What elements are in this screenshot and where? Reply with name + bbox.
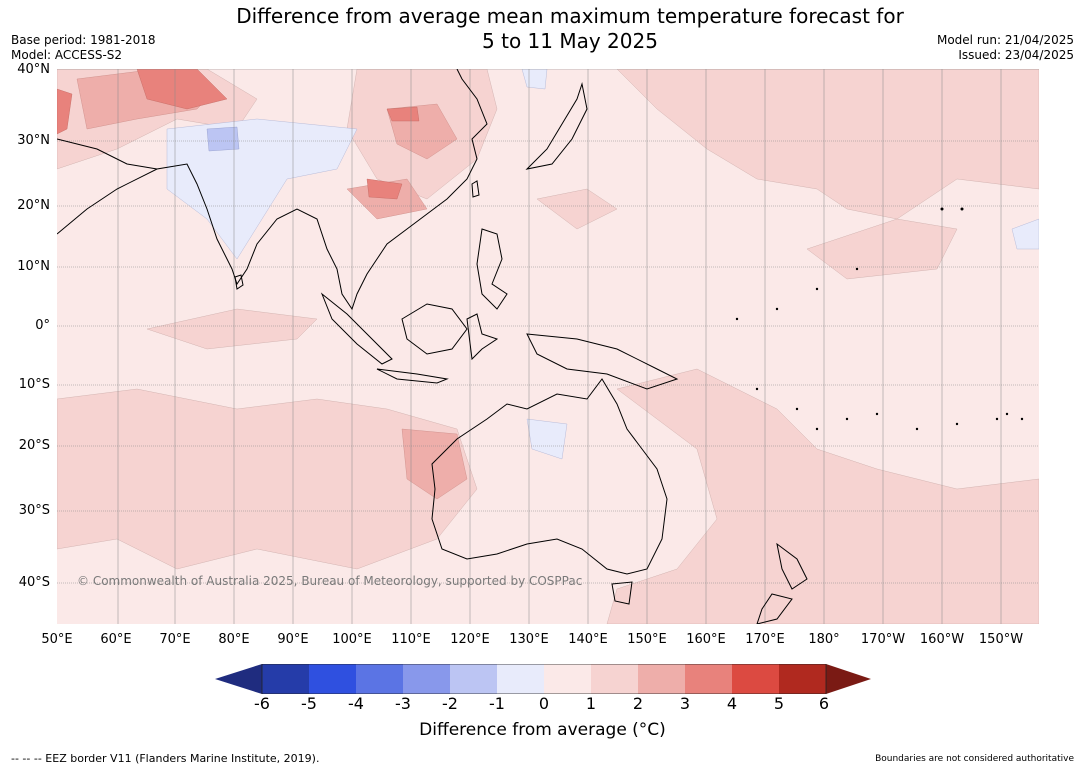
colorbar-tick: 3 [679, 694, 691, 713]
lon-label: 150°E [627, 632, 667, 647]
lon-label: 140°E [568, 632, 608, 647]
lat-label: 30°N [17, 133, 50, 148]
lon-label: 130°E [509, 632, 549, 647]
lon-label: 120°E [450, 632, 490, 647]
lat-label: 10°S [18, 377, 50, 392]
colorbar-tick: -1 [489, 694, 505, 713]
colorbar-tick: 5 [773, 694, 785, 713]
lon-label: 70°E [159, 632, 191, 647]
colorbar-segment [403, 664, 450, 694]
colorbar-segment [356, 664, 403, 694]
lon-label: 110°E [391, 632, 431, 647]
lat-label: 20°S [18, 438, 50, 453]
colorbar-segment [732, 664, 779, 694]
lon-label: 160°E [686, 632, 726, 647]
colorbar-tick: 4 [726, 694, 738, 713]
colorbar-tick: 6 [818, 694, 830, 713]
lon-label: 160°W [919, 632, 965, 647]
pacific-islands [735, 207, 1024, 431]
lat-label: 0° [35, 318, 50, 333]
anomaly-minus2-minus1-region [206, 126, 240, 152]
colorbar-segment [591, 664, 638, 694]
colorbar [215, 664, 871, 694]
colorbar-segment [497, 664, 544, 694]
colorbar-segment [544, 664, 591, 694]
graticule [57, 69, 1039, 624]
lat-label: 10°N [17, 259, 50, 274]
model-run: Model run: 21/04/2025 [936, 33, 1074, 47]
title-line-2: 5 to 11 May 2025 [482, 29, 658, 53]
lon-label: 50°E [41, 632, 73, 647]
colorbar-tick: -6 [254, 694, 270, 713]
map-panel [57, 69, 1039, 624]
colorbar-segment [638, 664, 685, 694]
issued-date: Issued: 23/04/2025 [958, 48, 1074, 62]
colorbar-tick: 2 [632, 694, 644, 713]
lon-label: 80°E [218, 632, 250, 647]
colorbar-segment [215, 664, 262, 694]
lon-label: 170°W [860, 632, 906, 647]
colorbar-tick: -4 [348, 694, 364, 713]
anomaly-3-4-regions [57, 69, 420, 200]
base-period: Base period: 1981-2018 [11, 33, 156, 47]
colorbar-outline [261, 664, 827, 694]
colorbar-label: Difference from average (°C) [419, 720, 666, 740]
meta-left: Base period: 1981-2018 Model: ACCESS-S2 [11, 33, 156, 63]
lon-label: 60°E [100, 632, 132, 647]
title-line-1: Difference from average mean maximum tem… [236, 4, 904, 28]
model-name: Model: ACCESS-S2 [11, 48, 123, 62]
colorbar-segment [450, 664, 497, 694]
lon-label: 100°E [332, 632, 372, 647]
meta-right: Model run: 21/04/2025 Issued: 23/04/2025 [937, 33, 1074, 63]
colorbar-tick: 1 [585, 694, 597, 713]
colorbar-tick: -3 [395, 694, 411, 713]
lat-label: 20°N [17, 198, 50, 213]
colorbar-segment [826, 664, 871, 694]
colorbar-tick: 0 [538, 694, 550, 713]
lon-label: 90°E [277, 632, 309, 647]
lon-label: 170°E [745, 632, 785, 647]
colorbar-tick: -5 [301, 694, 317, 713]
lon-label: 150°W [978, 632, 1024, 647]
coastlines [57, 69, 808, 624]
lat-label: 40°N [17, 62, 50, 77]
boundaries-disclaimer: Boundaries are not considered authoritat… [875, 754, 1074, 764]
map-title: Difference from average mean maximum tem… [0, 4, 1085, 54]
colorbar-segment [309, 664, 356, 694]
colorbar-segment [685, 664, 732, 694]
eez-border-note: -- -- -- EEZ border V11 (Flanders Marine… [11, 752, 320, 765]
lat-label: 30°S [18, 503, 50, 518]
colorbar-segment [779, 664, 826, 694]
lat-label: 40°S [18, 575, 50, 590]
colorbar-segment [262, 664, 309, 694]
anomaly-minus1-0-regions [166, 69, 1039, 460]
colorbar-tick: -2 [442, 694, 458, 713]
copyright-notice: © Commonwealth of Australia 2025, Bureau… [77, 574, 583, 588]
lon-label: 180° [808, 632, 840, 647]
